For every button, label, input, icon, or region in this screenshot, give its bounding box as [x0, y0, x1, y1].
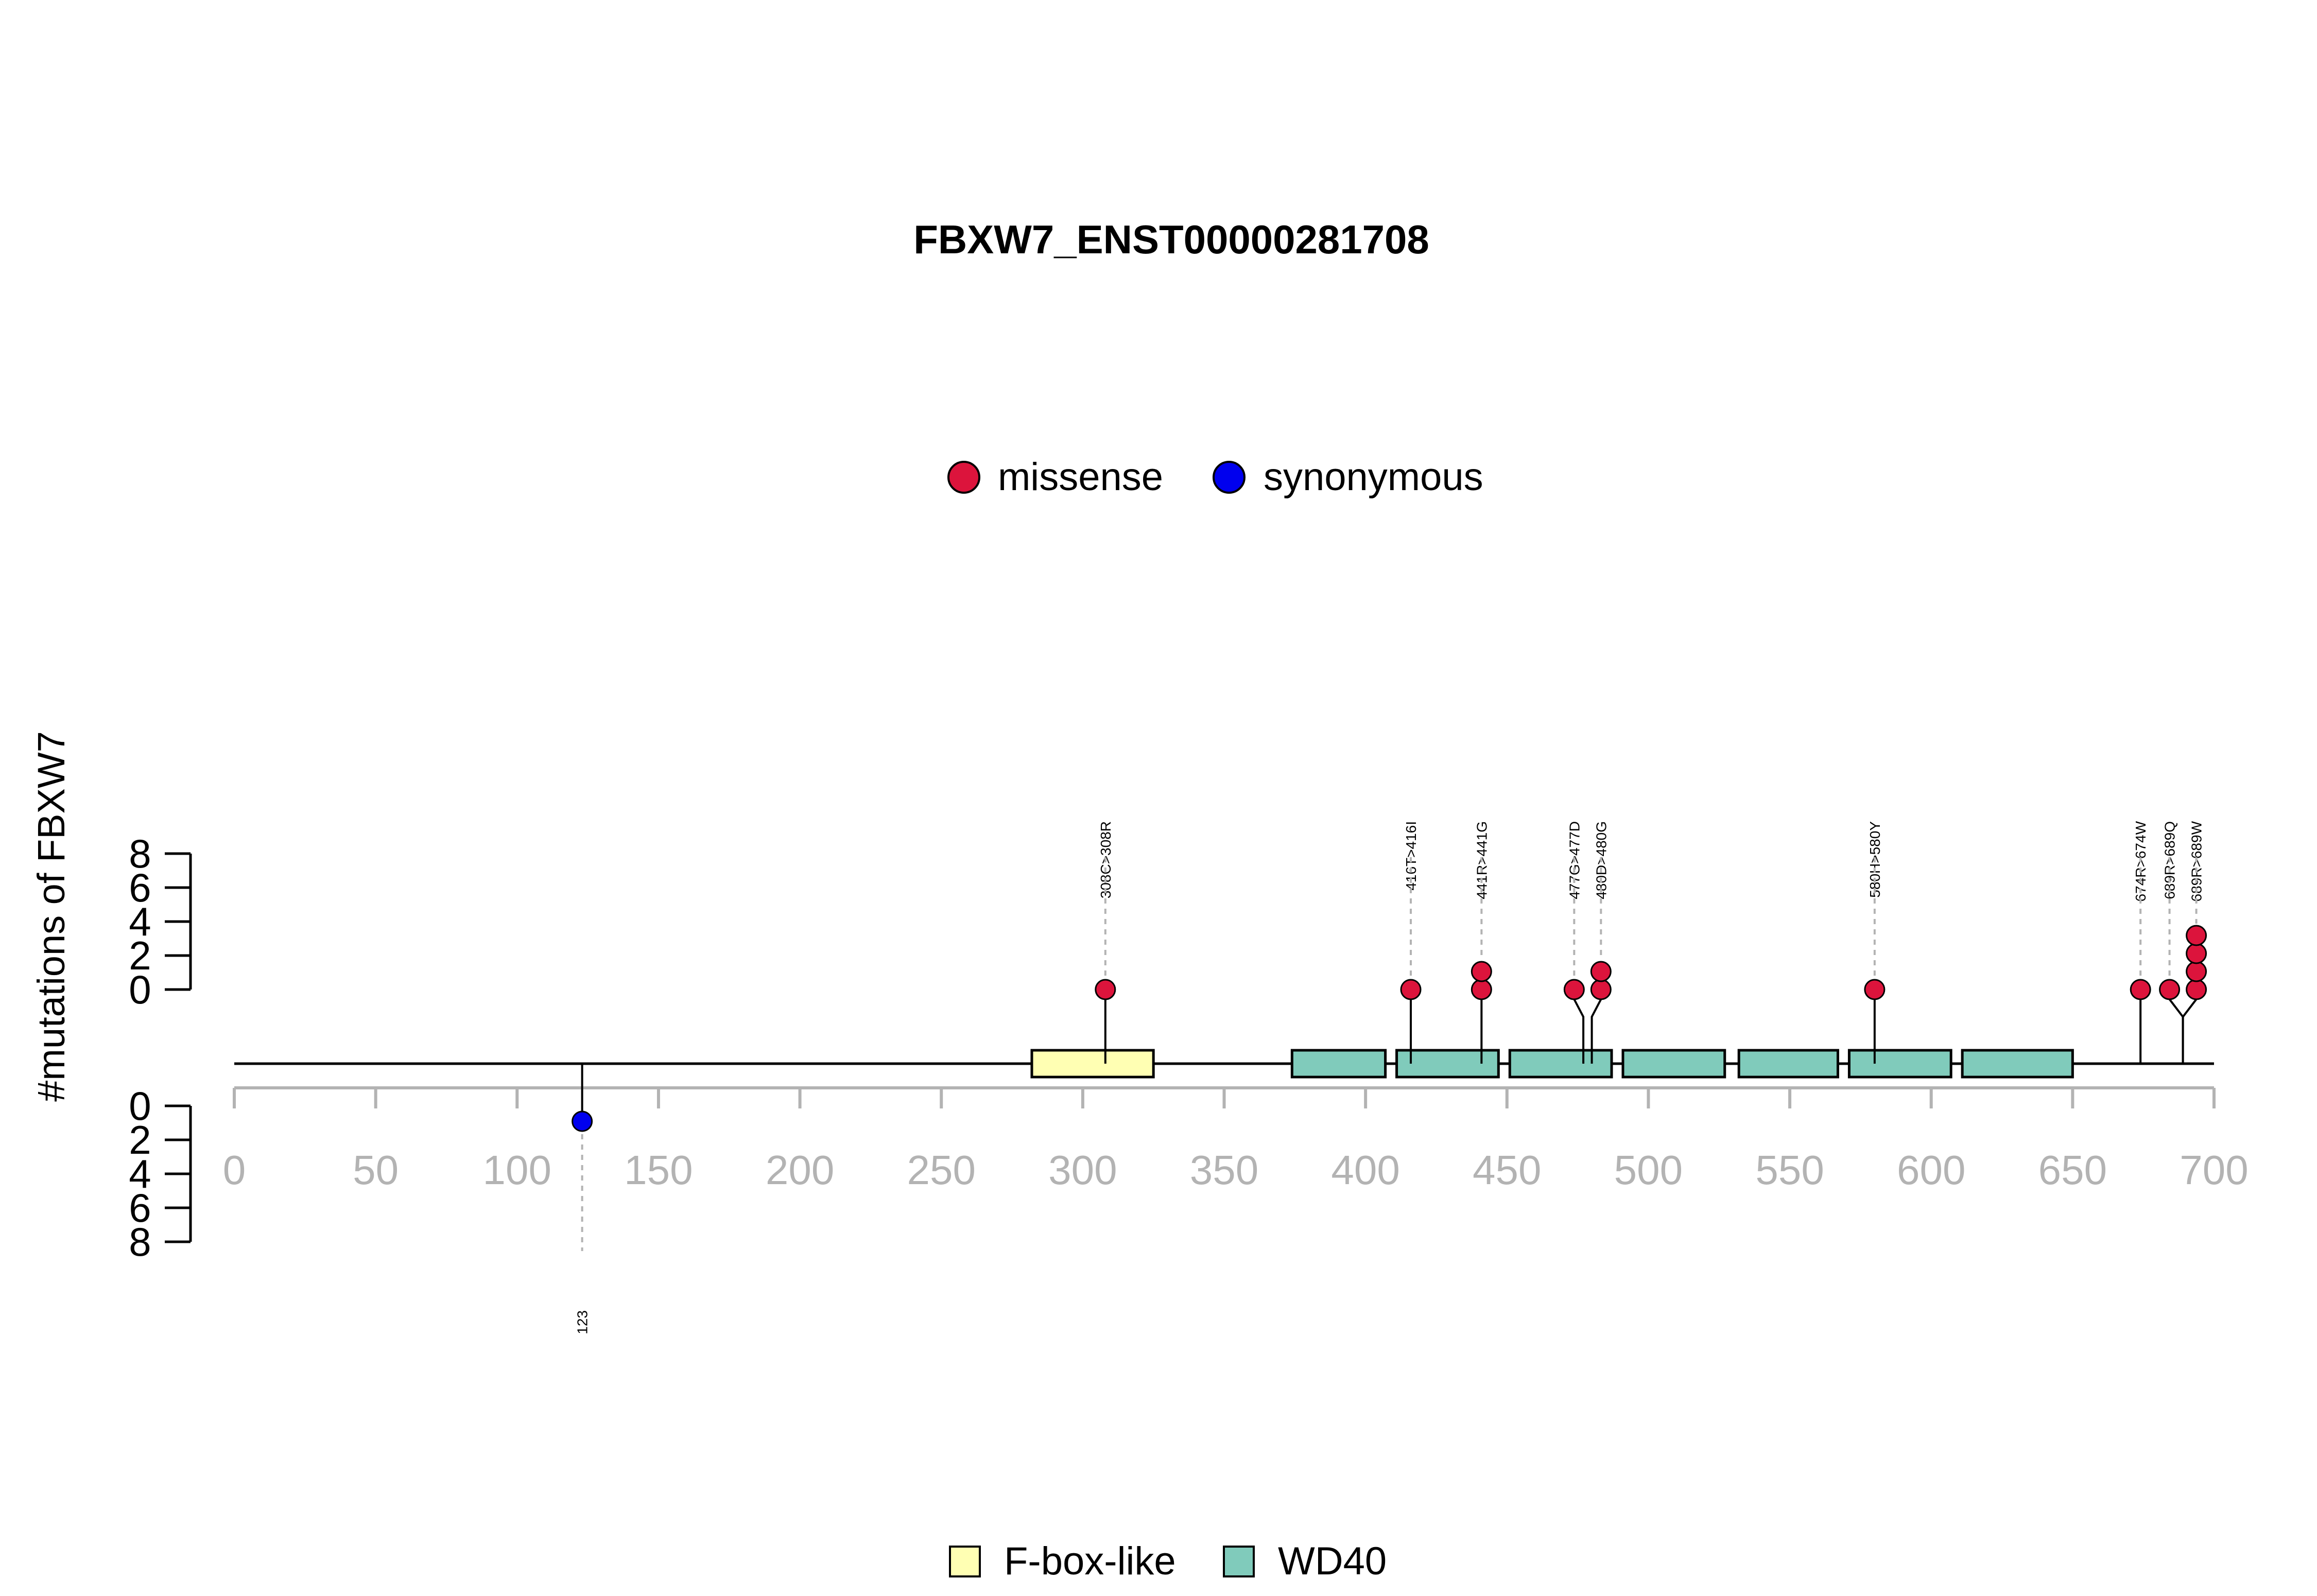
mutation-point-477G-477D-1 [1563, 979, 1585, 1000]
y-axis-top-tick-label-2: 2 [129, 933, 151, 978]
mutation-point-441R-441G-1 [1471, 979, 1492, 1000]
mutation-stem-480D-480G [1590, 999, 1602, 1064]
legend-domains: F-box-like WD40 [949, 1539, 1387, 1583]
domain-WD40-1 [1290, 1049, 1387, 1079]
domain-WD40-2 [1395, 1049, 1500, 1079]
mutation-point-689R-689W-2 [2186, 961, 2207, 982]
mutation-stem-477G-477D [1573, 999, 1585, 1064]
legend-label-F-box-like: F-box-like [1004, 1539, 1176, 1583]
x-tick-label-700: 700 [2180, 1147, 2248, 1193]
mutation-point-689R-689W-1 [2186, 979, 2207, 1000]
mutation-stem-689R-689Q [2168, 998, 2184, 1064]
x-tick-label-450: 450 [1473, 1147, 1541, 1193]
x-tick-label-150: 150 [624, 1147, 693, 1193]
x-axis: 0 50 100 150 200 250 300 350 400 450 500 550 600 650 7… [223, 1086, 2249, 1193]
mutation-point-480D-480G-2 [1590, 961, 1612, 982]
mutation-point-416T-416I-1 [1400, 979, 1422, 1000]
x-tick-label-350: 350 [1190, 1147, 1258, 1193]
mutation-stem-689R-689W [2182, 998, 2198, 1064]
x-tick-label-400: 400 [1331, 1147, 1399, 1193]
protein-domains [1030, 1049, 2074, 1079]
domain-WD40-5 [1737, 1049, 1839, 1079]
domain-WD40-4 [1621, 1049, 1726, 1079]
y-axis-bottom-tick-label-8: 8 [129, 1219, 151, 1264]
legend-marker-missense [947, 461, 980, 494]
x-tick-label-650: 650 [2038, 1147, 2107, 1193]
y-axis-top-tick-label-0: 0 [129, 967, 151, 1012]
legend-label-synonymous: synonymous [1264, 455, 1483, 499]
y-axis-label: #mutations of FBXW7 [30, 731, 73, 1102]
mutation-label-123: 123 [575, 1310, 591, 1334]
domain-F-box-like-0 [1030, 1049, 1155, 1079]
chart-title: FBXW7_ENST00000281708 [913, 217, 1429, 262]
legend-swatch-WD40 [1223, 1546, 1255, 1577]
x-tick-label-300: 300 [1048, 1147, 1117, 1193]
x-tick-label-250: 250 [907, 1147, 975, 1193]
x-tick-label-500: 500 [1614, 1147, 1683, 1193]
legend-label-missense: missense [998, 455, 1163, 499]
domain-WD40-3 [1508, 1049, 1613, 1079]
y-axis-top-tick-label-8: 8 [129, 831, 151, 876]
legend-label-WD40: WD40 [1278, 1539, 1387, 1583]
y-axis-top-tick-label-6: 6 [129, 865, 151, 910]
y-axis-top-tick-label-4: 4 [129, 899, 151, 944]
mutation-point-480D-480G-1 [1590, 979, 1612, 1000]
domain-WD40-7 [1961, 1049, 2074, 1079]
x-tick-label-550: 550 [1755, 1147, 1824, 1193]
y-axis-bottom-tick-label-0: 0 [129, 1083, 151, 1129]
mutation-lollipops: 308C>308R416T>416I441R>441G477G>477D480D… [572, 821, 2207, 1334]
y-axis-bottom-tick-label-6: 6 [129, 1185, 151, 1230]
y-axis-bottom-tick-label-4: 4 [129, 1151, 151, 1196]
legend-mutation-types: missense synonymous [947, 455, 1483, 499]
x-tick-label-200: 200 [766, 1147, 834, 1193]
x-tick-label-100: 100 [483, 1147, 551, 1193]
mutation-point-580H-580Y-1 [1864, 979, 1886, 1000]
mutation-point-441R-441G-2 [1471, 961, 1492, 982]
x-tick-label-50: 50 [353, 1147, 399, 1193]
domain-WD40-6 [1847, 1049, 1952, 1079]
legend-swatch-F-box-like [949, 1546, 981, 1577]
mutation-point-674R-674W-1 [2130, 979, 2151, 1000]
mutation-point-689R-689Q-1 [2159, 979, 2181, 1000]
x-tick-label-600: 600 [1897, 1147, 1965, 1193]
x-tick-label-0: 0 [223, 1147, 246, 1193]
y-axis-bottom-tick-label-2: 2 [129, 1117, 151, 1163]
mutation-point-308C-308R-1 [1095, 979, 1116, 1000]
mutation-point-689R-689W-4 [2186, 925, 2207, 946]
legend-marker-synonymous [1213, 461, 1246, 494]
mutation-point-689R-689W-3 [2186, 943, 2207, 964]
mutation-point-123-1 [572, 1111, 593, 1132]
